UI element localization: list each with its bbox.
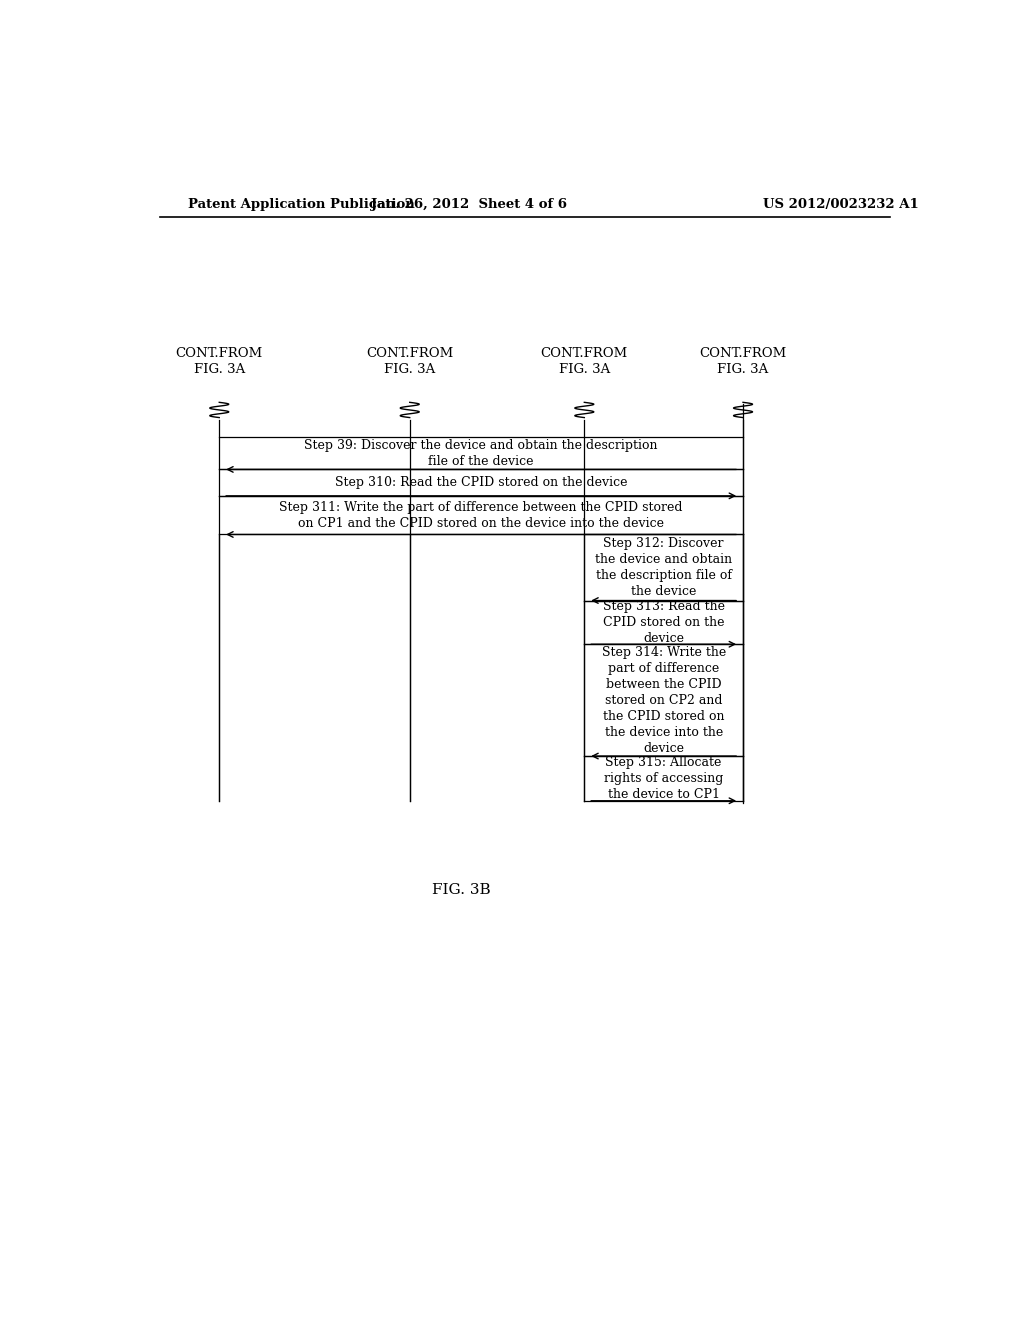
Text: Jan. 26, 2012  Sheet 4 of 6: Jan. 26, 2012 Sheet 4 of 6 xyxy=(372,198,567,211)
Text: Step 310: Read the CPID stored on the device: Step 310: Read the CPID stored on the de… xyxy=(335,477,628,490)
Text: CONT.FROM
FIG. 3A: CONT.FROM FIG. 3A xyxy=(541,347,628,376)
Text: CONT.FROM
FIG. 3A: CONT.FROM FIG. 3A xyxy=(367,347,454,376)
Text: CONT.FROM
FIG. 3A: CONT.FROM FIG. 3A xyxy=(176,347,263,376)
Text: Step 314: Write the
part of difference
between the CPID
stored on CP2 and
the CP: Step 314: Write the part of difference b… xyxy=(601,645,726,755)
Text: Step 39: Discover the device and obtain the description
file of the device: Step 39: Discover the device and obtain … xyxy=(304,438,657,467)
Text: CONT.FROM
FIG. 3A: CONT.FROM FIG. 3A xyxy=(699,347,786,376)
Text: Step 311: Write the part of difference between the CPID stored
on CP1 and the CP: Step 311: Write the part of difference b… xyxy=(280,500,683,529)
Text: FIG. 3B: FIG. 3B xyxy=(432,883,490,898)
Text: Step 313: Read the
CPID stored on the
device: Step 313: Read the CPID stored on the de… xyxy=(603,599,725,645)
Text: Step 315: Allocate
rights of accessing
the device to CP1: Step 315: Allocate rights of accessing t… xyxy=(604,756,723,801)
Text: Patent Application Publication: Patent Application Publication xyxy=(187,198,415,211)
Text: Step 312: Discover
the device and obtain
the description file of
the device: Step 312: Discover the device and obtain… xyxy=(595,537,732,598)
Text: US 2012/0023232 A1: US 2012/0023232 A1 xyxy=(763,198,919,211)
